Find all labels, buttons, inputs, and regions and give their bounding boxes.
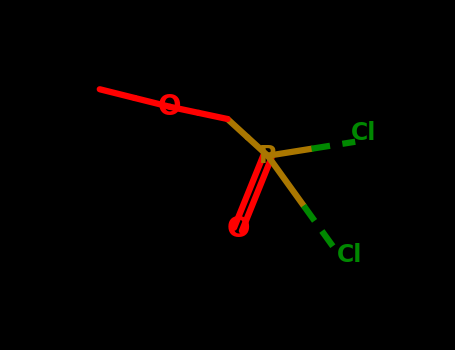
Text: Cl: Cl (351, 121, 377, 145)
Text: O: O (158, 93, 182, 121)
Text: O: O (226, 215, 250, 243)
Text: Cl: Cl (337, 244, 363, 267)
Text: P: P (259, 144, 277, 168)
